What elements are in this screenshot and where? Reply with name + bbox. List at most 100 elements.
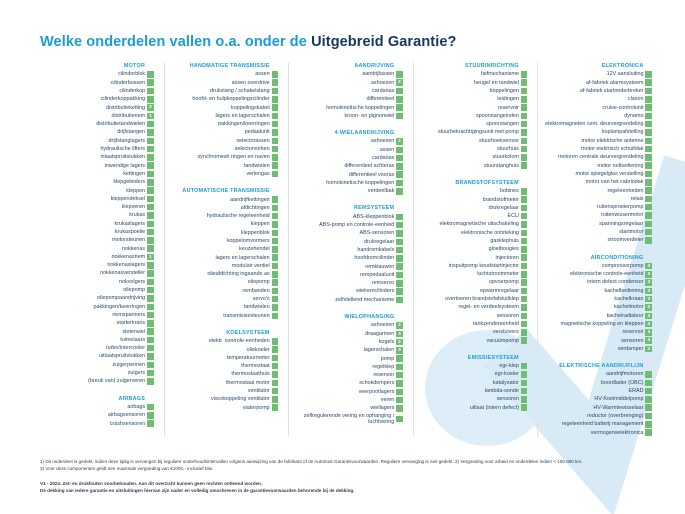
coverage-badge [520, 295, 528, 303]
part-label: temperatuurmeter [226, 354, 270, 361]
part-label: cilinderbussen [110, 79, 146, 86]
coverage-badge [147, 361, 154, 369]
coverage-badge [147, 303, 154, 310]
part-item: HV-Warmtewisselaar [540, 404, 652, 412]
part-item: magnetische koppeling en kleppen 3 [540, 320, 652, 328]
part-label: pakkingen/keerringen [218, 121, 270, 128]
part-label: claxon [627, 96, 644, 103]
coverage-badge [396, 355, 403, 362]
part-item: distributietandwielen [42, 120, 154, 128]
part-item: elektromagneten cent. deurvergrendeling [540, 120, 652, 128]
part-label: stroomverdeler [607, 237, 644, 244]
part-label: rembanden [242, 287, 270, 294]
part-label: krukaslagers [114, 220, 146, 227]
part-label: handremkabels [357, 246, 395, 253]
part-item: cilinderkoppakking [42, 95, 154, 103]
part-item: cilinderblok [42, 70, 154, 78]
coverage-badge [147, 262, 154, 269]
coverage-badge: 2 [396, 322, 403, 329]
part-item: uitlaatspruitstukken [42, 352, 154, 360]
part-item: aandrijfmotoren [540, 370, 652, 378]
coverage-badge [271, 304, 279, 311]
part-item: remklauwen [291, 263, 403, 271]
part-item: remservo [291, 279, 403, 287]
parts-section: AIRBAGS airbags airbagsensoren crashsensore… [42, 395, 154, 428]
part-item: kleppenblok [167, 229, 279, 237]
section-header: AIRBAGS [118, 395, 146, 402]
part-label: differentieel vooras [348, 171, 395, 178]
coverage-badge [271, 96, 279, 103]
coverage-badge [396, 230, 403, 237]
part-label: elektromagnetische uitschakeling [439, 221, 519, 228]
part-item: uitlaat (intern defect) [416, 404, 528, 412]
part-item: zuigerpennen [42, 361, 154, 369]
part-label: rempedaalunit [360, 271, 395, 278]
part-item: reservoir [291, 371, 403, 379]
coverage-badge [645, 129, 652, 136]
part-item: homokinetische koppelingen [291, 179, 403, 187]
part-item: motorsteunen [42, 236, 154, 244]
part-item: af-fabriek startonderbreker [540, 87, 652, 95]
coverage-badge [645, 404, 652, 411]
coverage-badge [396, 415, 403, 423]
coverage-badge: 3 [645, 329, 652, 336]
disclaimer-line-1: V1 - 2024. Zet- en drukfouten voorbehoud… [40, 481, 263, 486]
part-label: zelfregulerende vering en ophanging / lu… [303, 412, 395, 425]
coverage-badge [645, 162, 652, 169]
coverage-badge [147, 328, 154, 335]
part-label: cilinderblok [118, 71, 146, 78]
part-label: servo's [252, 296, 270, 303]
part-label: overtoeren brandstofafsluitklep [445, 296, 519, 303]
coverage-badge [147, 187, 154, 194]
coverage-badge [520, 271, 528, 278]
part-item: stuurkolom [416, 153, 528, 161]
part-label: thermostaat motor [225, 379, 270, 386]
part-item: ERAD [540, 387, 652, 395]
coverage-badge [271, 387, 279, 395]
coverage-badge [520, 204, 528, 212]
coverage-badge [271, 295, 279, 303]
part-label: crashsensoren [109, 420, 146, 427]
part-label: egr-klep [499, 363, 519, 370]
part-item: differentieel vooras [291, 171, 403, 179]
part-label: turbo/intercooler [106, 345, 146, 352]
part-label: distributietandwielen [96, 121, 146, 128]
coverage-badge [645, 379, 652, 387]
part-label: elektromagneten cent. deurvergrendeling [545, 121, 644, 128]
part-label: ABS-pomp en controle-eenheid [319, 222, 395, 229]
coverage-badge [147, 228, 154, 236]
part-label: koppelingskabel [231, 104, 270, 111]
part-label: vacuümpomp [486, 337, 519, 344]
part-item: spoorstangeinden [416, 112, 528, 120]
coverage-badge [520, 387, 528, 395]
section-header: EMISSIESYSTEEM [467, 354, 519, 361]
parts-column-1: MOTOR cilinderblok cilinderbussen cilinderk… [40, 62, 164, 437]
coverage-badge [147, 237, 154, 244]
part-item: opwarmregelaar [416, 287, 528, 295]
coverage-badge [396, 263, 403, 270]
part-label: kachelkraan [614, 296, 644, 303]
coverage-badge [271, 354, 279, 362]
parts-section: AUTOMATISCHE TRANSMISSIE aandrijfkettinge… [167, 187, 279, 320]
part-label: reservoir [497, 104, 519, 111]
coverage-badge [271, 396, 279, 403]
part-label: tandwielen [243, 304, 270, 311]
part-label: ERAD [628, 388, 644, 395]
part-item: kettingen [42, 170, 154, 178]
part-label: opwarmregelaar [479, 287, 519, 294]
part-label: waterpomp [243, 404, 270, 411]
part-label: drukregelaar [364, 238, 395, 245]
part-item: koplampafstelling [540, 128, 652, 136]
parts-column-4: STUURINRICHTING hefmechanisme heugel en ta… [412, 62, 538, 437]
coverage-badge [271, 204, 279, 212]
part-item: pakkingen/keerringen [167, 120, 279, 128]
part-label: reductor (overbrenging) [587, 412, 644, 419]
coverage-badge [396, 288, 403, 295]
part-label: kleppen [126, 187, 146, 194]
parts-column-5: ELEKTRONICA 12V aansluiting af-fabriek ala… [537, 62, 662, 437]
coverage-badge [271, 71, 279, 78]
section-header: KOELSYSTEEM [226, 329, 270, 336]
coverage-badge: 3 [645, 295, 652, 303]
part-item: katalysator [416, 379, 528, 387]
coverage-badge [271, 145, 279, 153]
